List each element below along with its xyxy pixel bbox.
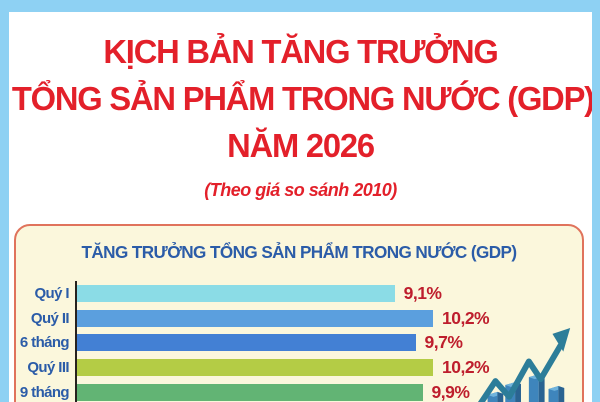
chart-title: TĂNG TRƯỞNG TỔNG SẢN PHẨM TRONG NƯỚC (GD… bbox=[81, 242, 517, 262]
bar bbox=[77, 309, 433, 327]
value-label: 10,2% bbox=[442, 356, 490, 377]
content-card: KỊCH BẢN TĂNG TRƯỞNG TỔNG SẢN PHẨM TRONG… bbox=[9, 12, 592, 402]
subtitle-base-year: (Theo giá so sánh 2010) bbox=[204, 180, 397, 200]
gdp-growth-icon: GDP bbox=[477, 328, 571, 402]
category-label: Quý II bbox=[30, 309, 70, 327]
gdp-icon-arrow-head bbox=[552, 328, 571, 352]
category-label: 6 tháng bbox=[19, 334, 70, 352]
chart-row: 9 tháng 9,9% bbox=[16, 379, 582, 402]
bar-track: 10,2% bbox=[75, 355, 582, 380]
bar-track: 10,2% bbox=[75, 305, 582, 331]
page-title-line-2: TỔNG SẢN PHẨM TRONG NƯỚC (GDP) bbox=[11, 80, 592, 117]
bar-track: 9,1% bbox=[75, 281, 582, 306]
bar-chart-rows: Quý I 9,1% Quý II 10,2% 6 tháng 9,7% Quý III 10… bbox=[16, 281, 582, 402]
page-title: KỊCH BẢN TĂNG TRƯỞNG TỔNG SẢN PHẨM TRONG… bbox=[9, 28, 592, 169]
bar bbox=[77, 334, 416, 352]
bar bbox=[77, 383, 423, 401]
bar bbox=[77, 358, 433, 376]
gdp-icon-columns bbox=[487, 374, 565, 402]
category-label: Quý I bbox=[34, 284, 69, 302]
page-title-line-3: NĂM 2026 bbox=[227, 127, 375, 164]
value-label: 9,7% bbox=[424, 332, 463, 353]
category-label: Quý III bbox=[27, 358, 69, 376]
value-label: 9,1% bbox=[403, 282, 442, 303]
value-label: 9,9% bbox=[431, 381, 470, 402]
bar-track: 9,9% bbox=[75, 379, 582, 402]
chart-row: Quý II 10,2% bbox=[16, 305, 582, 331]
value-label: 10,2% bbox=[442, 307, 490, 328]
chart-row: 6 tháng 9,7% bbox=[16, 330, 582, 356]
page-title-line-1: KỊCH BẢN TĂNG TRƯỞNG bbox=[103, 33, 498, 70]
bar bbox=[77, 284, 395, 302]
category-label: 9 tháng bbox=[19, 383, 70, 401]
bar-track: 9,7% bbox=[75, 330, 582, 356]
chart-row: Quý III 10,2% bbox=[16, 355, 582, 380]
chart-panel: TĂNG TRƯỞNG TỔNG SẢN PHẨM TRONG NƯỚC (GD… bbox=[14, 224, 584, 402]
chart-row: Quý I 9,1% bbox=[16, 281, 582, 306]
gdp-icon-arrow-line bbox=[477, 342, 564, 402]
